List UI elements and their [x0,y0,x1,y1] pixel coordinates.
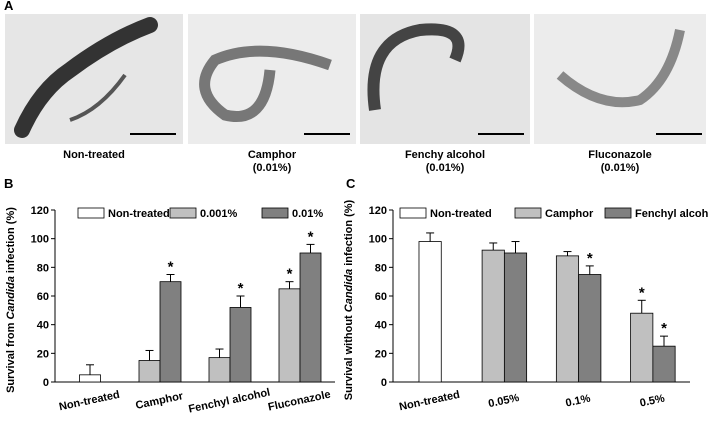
significance-mark: * [238,280,244,297]
y-tick-label: 40 [37,320,49,332]
y-axis-label: Survival without Candida infection (%) [343,199,355,400]
legend-label: 0.001% [200,208,238,220]
significance-mark: * [308,228,314,245]
x-tick-label: 0.05% [487,392,520,410]
bar [229,307,252,383]
x-tick-label: Camphor [135,390,185,412]
y-tick-label: 60 [375,291,387,303]
bar [503,252,528,383]
bar [208,357,231,383]
bar [138,360,161,383]
image-caption: (0.01%) [253,162,292,174]
legend-swatch [399,207,427,219]
y-tick-label: 40 [375,320,387,332]
significance-mark: * [587,250,593,267]
x-tick-label: Fenchyl alcohol [187,387,271,416]
significance-mark: * [287,266,293,283]
significance-mark: * [639,284,645,301]
image-caption: Camphor [248,149,297,161]
bar [278,288,301,383]
legend-swatch [604,207,632,219]
y-axis-label-part: Survival without [343,312,355,400]
bar [159,281,182,383]
x-tick-label: Non-treated [58,389,121,414]
legend-label: Camphor [545,208,594,220]
y-tick-label: 80 [37,262,49,274]
legend-swatch [514,207,542,219]
legend-label: Non-treated [430,208,492,220]
bar [652,345,676,383]
image-caption: (0.01%) [601,162,640,174]
y-tick-label: 60 [37,291,49,303]
legend-swatch [169,207,197,219]
legend-label: Fenchyl alcohol [635,208,708,220]
panel-label: C [346,176,356,191]
image-caption: Fluconazole [588,149,652,161]
y-axis-label-part: infection (%) [343,199,355,268]
legend-swatch [261,207,289,219]
bar [555,255,580,383]
y-tick-label: 0 [43,377,49,389]
bar [481,249,505,383]
y-tick-label: 20 [375,348,387,360]
y-tick-label: 20 [37,348,49,360]
significance-mark: * [661,320,667,337]
y-axis-label-part: Survival from [5,320,17,393]
significance-mark: * [168,259,174,276]
bar [79,374,101,383]
y-axis-label-part: Candida [343,269,355,312]
y-axis-label: Survival from Candida infection (%) [5,207,17,393]
y-tick-label: 80 [375,262,387,274]
legend-label: Non-treated [108,208,170,220]
x-tick-label: 0.1% [564,393,591,410]
y-tick-label: 120 [369,205,387,217]
legend-swatch [77,207,105,219]
bar [578,274,602,383]
x-tick-label: Fluconazole [267,389,332,414]
x-tick-label: Non-treated [398,389,461,414]
image-caption: Non-treated [63,149,125,161]
panel-label: A [4,0,14,13]
bar [418,241,442,383]
panel-label: B [4,176,13,191]
image-caption: (0.01%) [426,162,465,174]
bar [630,312,654,383]
y-tick-label: 120 [31,205,49,217]
micrographs [5,14,706,144]
y-axis-label-part: Candida [5,276,17,319]
y-tick-label: 100 [369,234,387,246]
y-axis-label-part: infection (%) [5,207,17,276]
image-caption: Fenchy alcohol [405,149,485,161]
bar [299,252,322,383]
y-tick-label: 0 [381,377,387,389]
y-tick-label: 100 [31,234,49,246]
x-tick-label: 0.5% [639,393,666,410]
legend-label: 0.01% [292,208,323,220]
